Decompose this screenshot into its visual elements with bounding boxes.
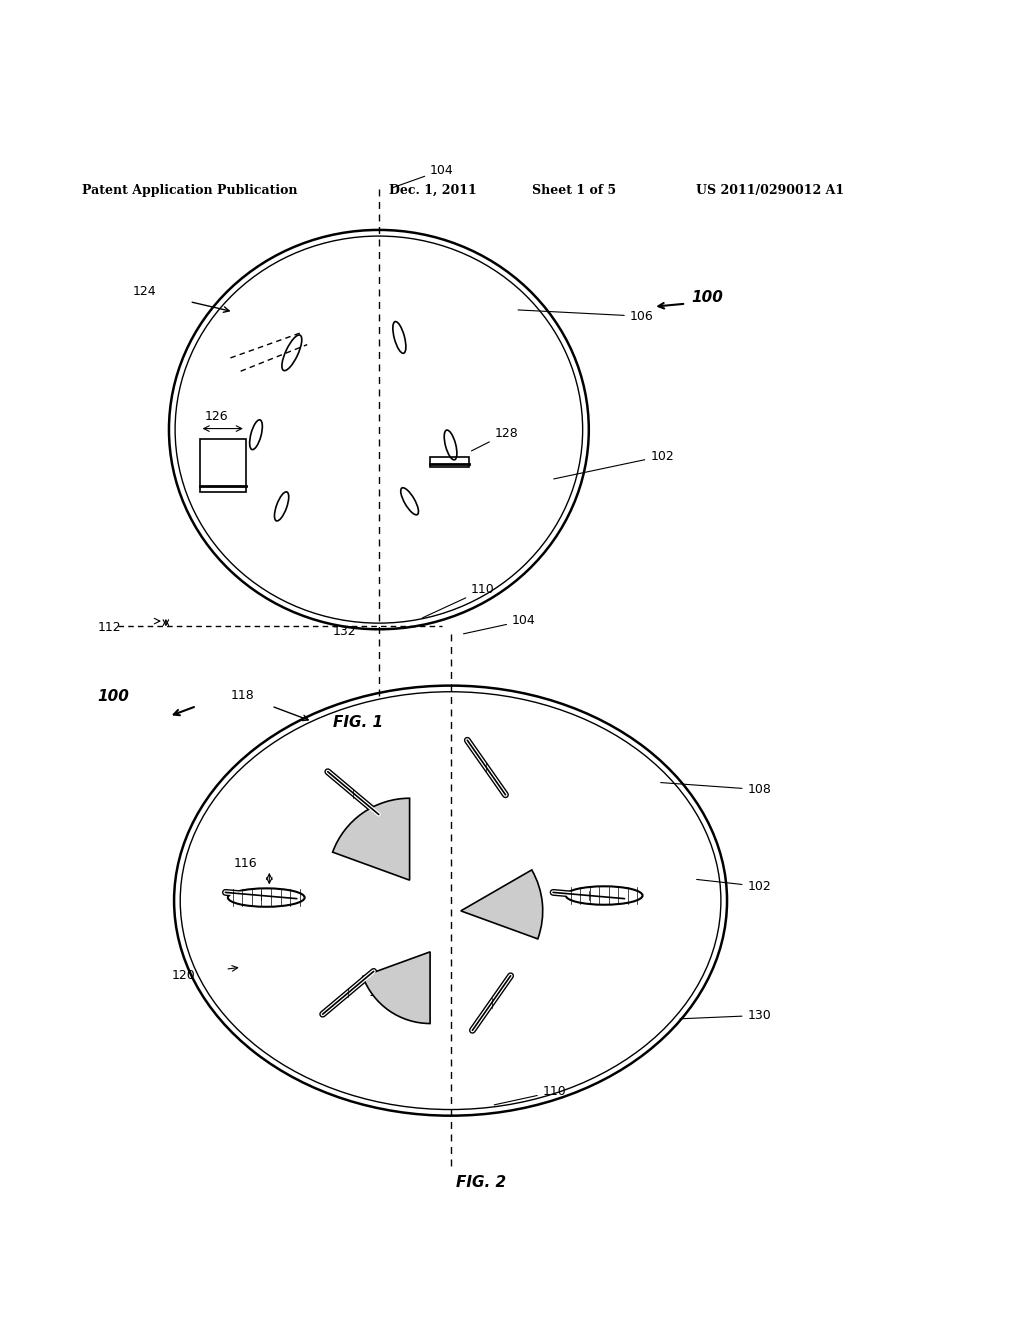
Text: 102: 102 — [696, 879, 771, 892]
Wedge shape — [333, 799, 410, 880]
Text: 122: 122 — [369, 979, 392, 999]
Text: 126: 126 — [205, 411, 228, 424]
Text: 110: 110 — [422, 583, 495, 618]
Ellipse shape — [227, 888, 305, 907]
Text: Sheet 1 of 5: Sheet 1 of 5 — [532, 183, 616, 197]
Text: 118: 118 — [230, 689, 254, 702]
Ellipse shape — [565, 886, 643, 904]
Text: 128: 128 — [471, 426, 518, 451]
Text: Patent Application Publication: Patent Application Publication — [82, 183, 297, 197]
Text: 110: 110 — [495, 1085, 566, 1105]
Text: 100: 100 — [691, 289, 723, 305]
Wedge shape — [362, 952, 430, 1023]
Text: 120: 120 — [172, 969, 196, 982]
Text: 100: 100 — [97, 689, 129, 704]
Text: 130: 130 — [680, 1008, 771, 1022]
Text: 102: 102 — [554, 450, 674, 479]
Text: US 2011/0290012 A1: US 2011/0290012 A1 — [696, 183, 845, 197]
Text: Dec. 1, 2011: Dec. 1, 2011 — [389, 183, 477, 197]
Bar — [430, 457, 469, 467]
Text: 124: 124 — [133, 285, 157, 298]
Text: 112: 112 — [97, 622, 121, 635]
Text: 104: 104 — [392, 164, 454, 187]
Text: 132: 132 — [333, 626, 356, 639]
Bar — [200, 438, 246, 492]
Text: FIG. 1: FIG. 1 — [334, 714, 383, 730]
Text: 108: 108 — [660, 783, 771, 796]
Text: 116: 116 — [233, 857, 257, 870]
Text: FIG. 2: FIG. 2 — [457, 1175, 506, 1191]
Text: 106: 106 — [518, 310, 653, 323]
Wedge shape — [461, 870, 543, 939]
Text: 104: 104 — [464, 614, 536, 634]
